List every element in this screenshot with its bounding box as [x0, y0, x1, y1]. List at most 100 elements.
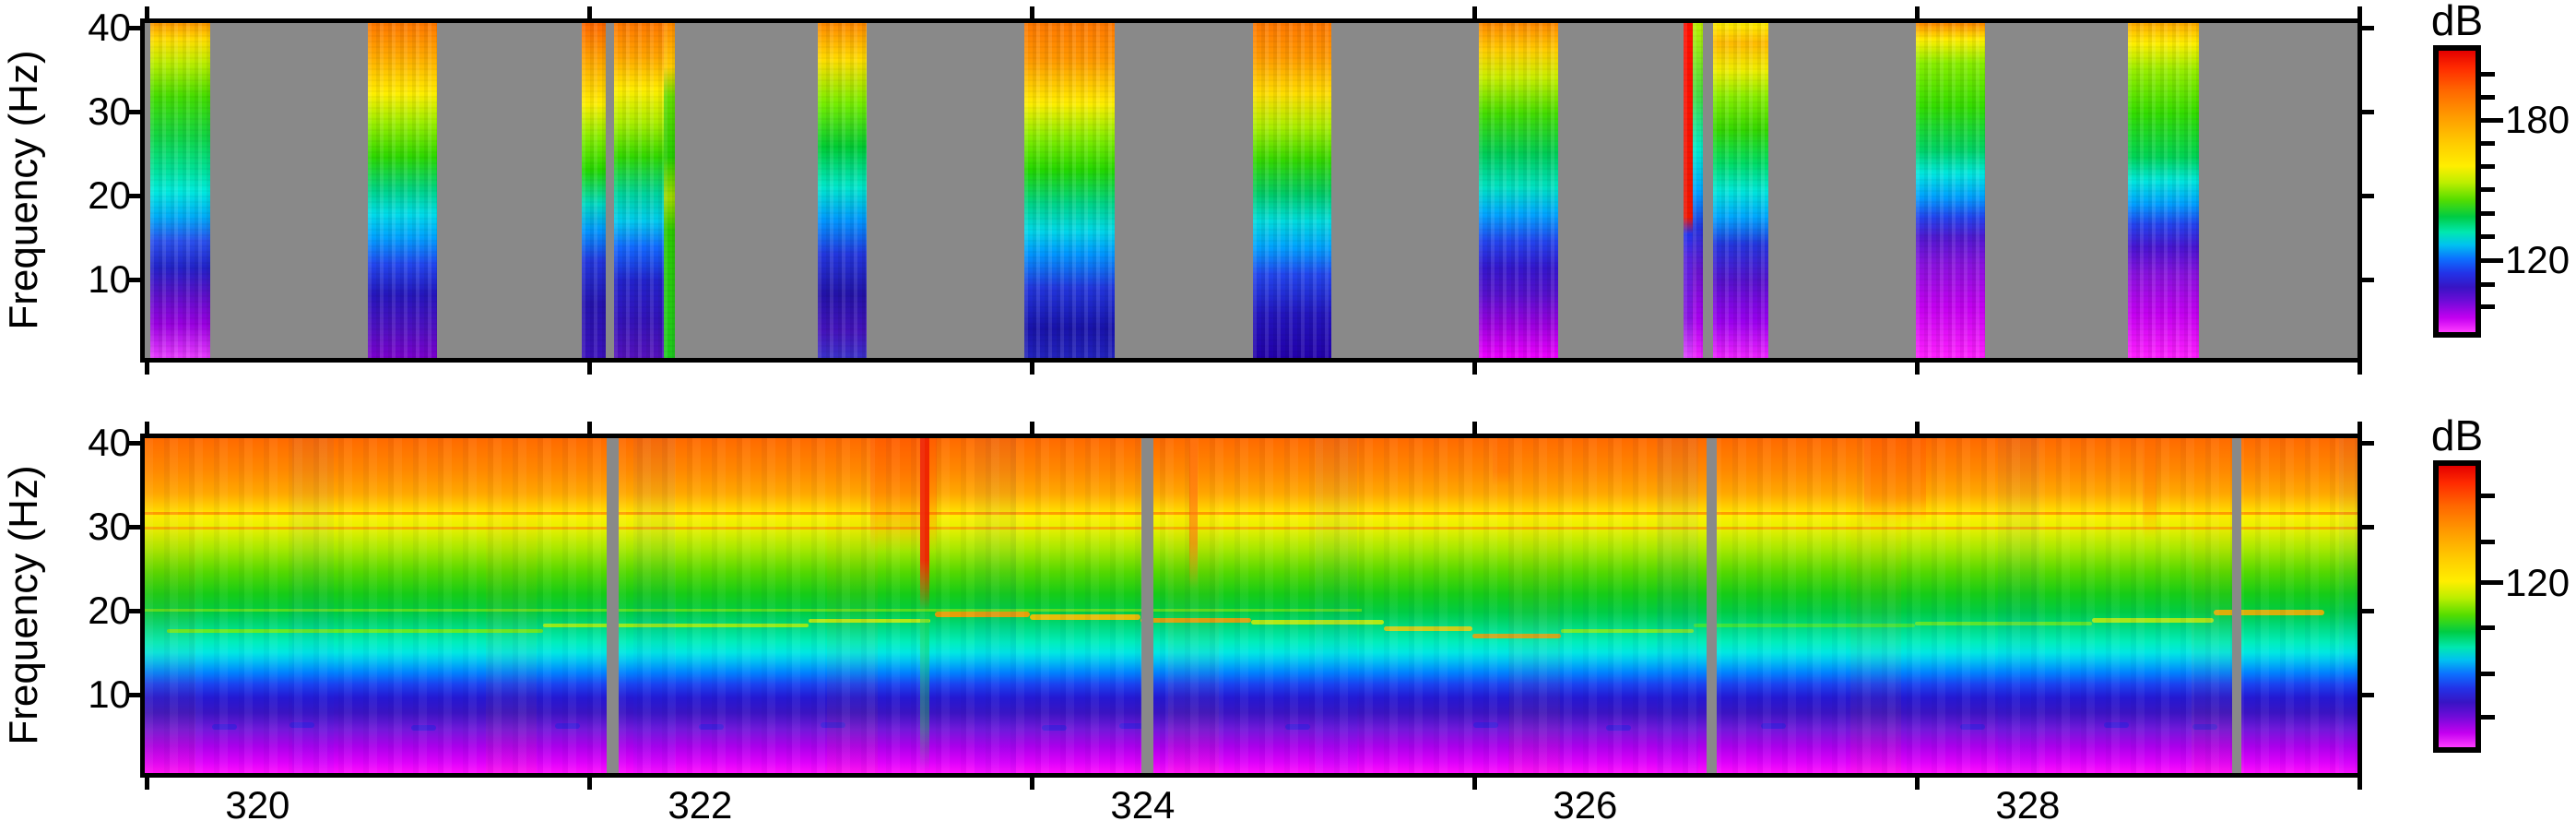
- colorbar-tick: [2481, 494, 2495, 499]
- vertical-streak: [1492, 438, 1510, 485]
- low-frequency-spot: [411, 724, 436, 731]
- microseism-band-segment: [934, 611, 1030, 617]
- spectrogram-texture: [145, 438, 2357, 773]
- x-tick-label: 324: [1110, 783, 1176, 827]
- colorbar-bottom: dB 120: [2431, 411, 2570, 747]
- y-tick-label: 30: [88, 505, 131, 549]
- x-tick: [1914, 6, 1920, 18]
- data-gap: [1140, 438, 1153, 773]
- vertical-streak: [919, 438, 930, 613]
- x-tick: [2357, 778, 2362, 790]
- colorbar-tick: [2481, 580, 2503, 586]
- y-tick: [128, 109, 140, 114]
- y-tick: [128, 277, 140, 282]
- microseism-band-segment: [1140, 618, 1251, 624]
- y-tick: [2362, 524, 2374, 530]
- colorbar-title-top: dB: [2430, 0, 2484, 44]
- data-gap: [1706, 438, 1717, 773]
- event-stripe: [664, 23, 676, 358]
- y-tick: [128, 692, 140, 697]
- x-tick: [2357, 422, 2362, 434]
- stripe-texture: [367, 23, 438, 358]
- microseism-band-segment: [1472, 633, 1561, 638]
- colorbar-top: dB 180 120: [2431, 0, 2570, 332]
- y-tick-label: 10: [88, 257, 131, 302]
- colorbar-tick: [2481, 539, 2495, 544]
- event-stripe: [817, 23, 867, 358]
- microseism-band-segment: [1251, 620, 1384, 625]
- y-tick: [2362, 440, 2374, 446]
- event-stripe: [614, 23, 665, 358]
- stripe-texture: [1713, 23, 1769, 358]
- y-tick: [128, 608, 140, 613]
- data-gap: [2231, 438, 2241, 773]
- y-tick: [128, 193, 140, 198]
- y-tick: [128, 524, 140, 530]
- colorbar-tick: [2481, 304, 2495, 310]
- x-tick: [2357, 6, 2362, 18]
- low-frequency-spot: [2104, 722, 2129, 729]
- spectral-line: [145, 609, 1362, 613]
- x-tick: [586, 422, 592, 434]
- x-tick-label: 328: [1995, 783, 2061, 827]
- colorbar-tick: [2481, 94, 2495, 100]
- event-stripe: [1693, 23, 1704, 358]
- y-tick: [128, 25, 140, 30]
- stripe-texture: [664, 23, 676, 358]
- vertical-streak: [919, 612, 930, 773]
- bottom-spectrogram-panel: 40 30 20 10 320 322 324 326 328: [88, 422, 2374, 826]
- x-tick: [586, 363, 592, 375]
- microseism-band-segment: [167, 628, 543, 633]
- colorbar-title-bottom: dB: [2430, 411, 2484, 459]
- vertical-streak: [2143, 438, 2157, 539]
- y-tick-label: 30: [88, 89, 131, 134]
- y-tick: [128, 440, 140, 446]
- colorbar-tick: [2481, 117, 2503, 123]
- stripe-texture: [582, 23, 606, 358]
- data-gap: [606, 438, 619, 773]
- x-tick: [144, 363, 149, 375]
- y-tick: [2362, 277, 2374, 282]
- y-tick: [2362, 692, 2374, 697]
- microseism-band-segment: [2092, 618, 2214, 624]
- top-spectrogram-panel: 40 30 20 10: [88, 6, 2374, 375]
- x-tick: [1471, 6, 1477, 18]
- y-tick-label: 40: [88, 421, 131, 465]
- microseism-band-segment: [2214, 609, 2324, 615]
- y-tick: [2362, 608, 2374, 613]
- x-tick: [1029, 422, 1034, 434]
- low-frequency-spot: [1473, 722, 1498, 729]
- stripe-texture: [149, 23, 211, 358]
- low-frequency-spot: [1119, 723, 1144, 730]
- low-frequency-spot: [1761, 723, 1786, 730]
- stripe-texture: [2127, 23, 2199, 358]
- y-tick-label: 20: [88, 589, 131, 633]
- x-tick-label: 322: [668, 783, 733, 827]
- x-tick: [1914, 422, 1920, 434]
- microseism-band-segment: [1384, 626, 1472, 632]
- event-stripe: [1478, 23, 1558, 358]
- colorbar-tick-label: 180: [2505, 98, 2570, 142]
- microseism-band-segment: [543, 624, 809, 628]
- vertical-streak: [1188, 438, 1199, 589]
- colorbar-gradient-top: [2439, 51, 2476, 332]
- low-frequency-spot: [1606, 724, 1631, 731]
- x-tick: [1471, 778, 1477, 790]
- stripe-texture: [1478, 23, 1558, 358]
- low-frequency-spot: [1042, 724, 1067, 731]
- x-tick: [1914, 363, 1920, 375]
- spectral-line: [145, 512, 2357, 516]
- low-frequency-spot: [1285, 723, 1310, 730]
- colorbar-tick: [2481, 257, 2503, 263]
- microseism-band-segment: [1561, 628, 1694, 633]
- x-tick: [1471, 363, 1477, 375]
- x-tick-label: 326: [1553, 783, 1618, 827]
- low-frequency-spot: [1960, 723, 1985, 730]
- x-tick: [144, 6, 149, 18]
- x-tick: [586, 6, 592, 18]
- x-tick-label: 320: [225, 783, 290, 827]
- low-frequency-spot: [2192, 723, 2217, 730]
- low-frequency-spot: [212, 723, 237, 730]
- colorbar-tick: [2481, 234, 2495, 240]
